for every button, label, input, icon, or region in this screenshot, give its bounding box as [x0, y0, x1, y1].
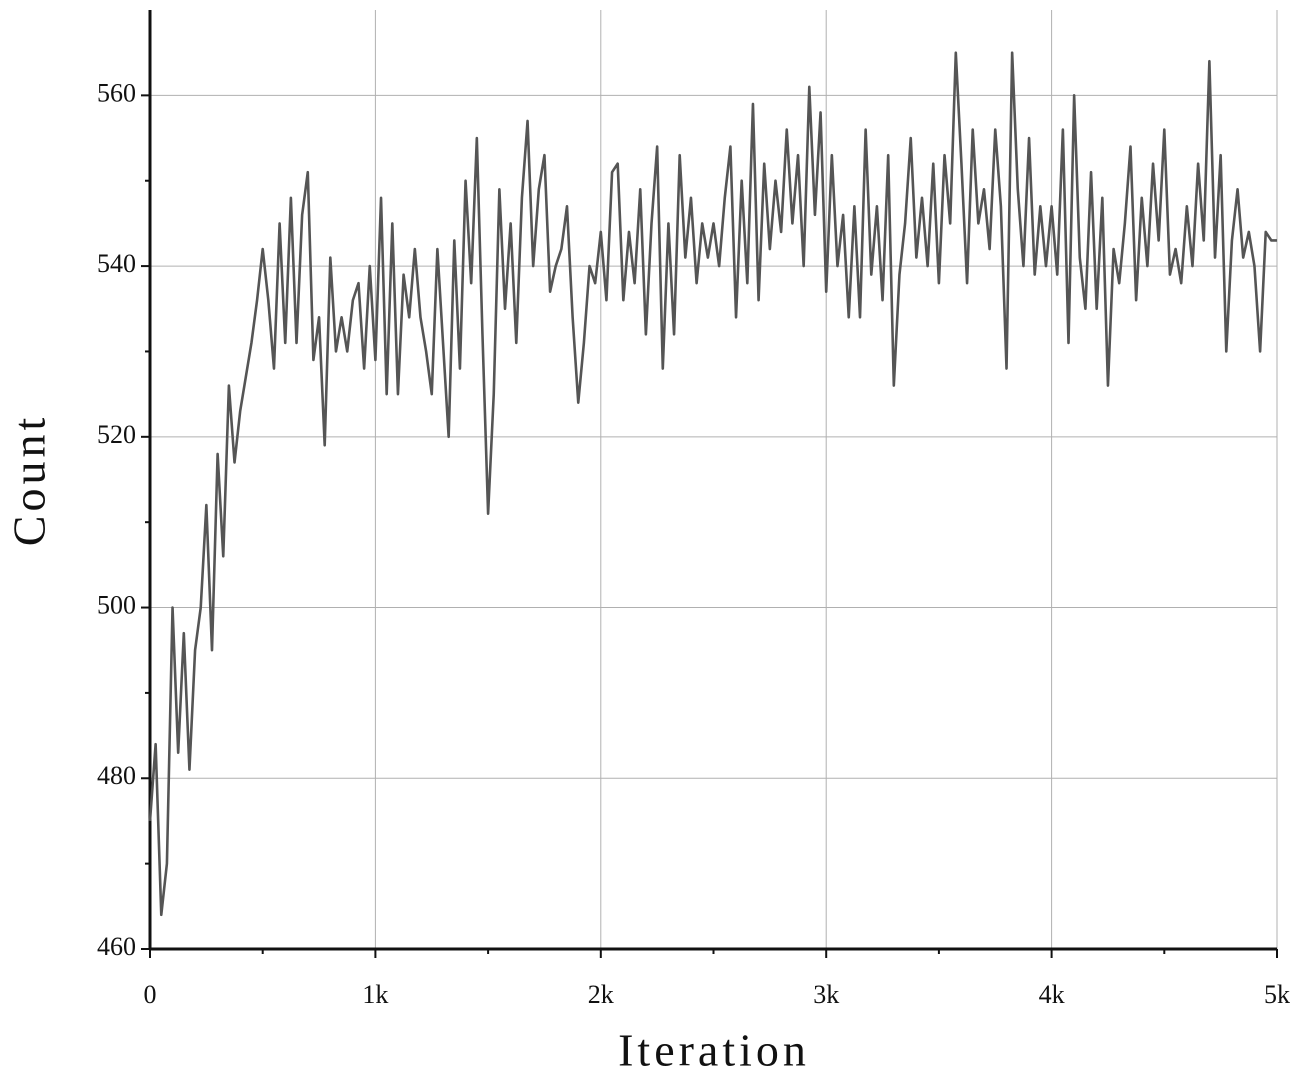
y-tick-label: 540 [97, 249, 136, 278]
y-tick-label: 480 [97, 761, 136, 790]
x-tick-label: 5k [1264, 980, 1290, 1009]
y-tick-label: 520 [97, 420, 136, 449]
x-tick-label: 3k [813, 980, 839, 1009]
x-tick-label: 1k [362, 980, 388, 1009]
y-tick-label: 500 [97, 591, 136, 620]
y-axis-title: Count [4, 414, 55, 546]
y-tick-label: 460 [97, 932, 136, 961]
data-line [148, 51, 1277, 917]
x-axis-title: Iteration [618, 1025, 810, 1076]
x-tick-label: 4k [1039, 980, 1065, 1009]
x-tick-label: 2k [588, 980, 614, 1009]
x-tick-label: 0 [144, 980, 157, 1009]
y-tick-label: 560 [97, 78, 136, 107]
